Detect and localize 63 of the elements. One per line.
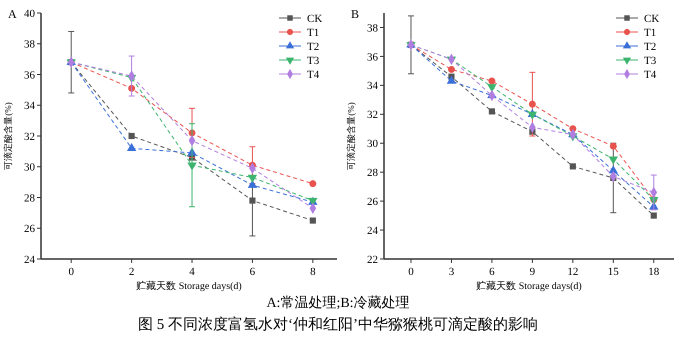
point — [126, 142, 136, 152]
y-tick-label: 30 — [367, 138, 378, 150]
legend-label: T2 — [644, 40, 656, 53]
point — [650, 212, 657, 219]
point — [528, 112, 538, 120]
legend-label: T4 — [644, 68, 657, 81]
legend-label: T1 — [644, 26, 656, 39]
point — [488, 78, 496, 84]
y-tick-label: 24 — [367, 224, 378, 237]
y-tick-label: 32 — [24, 130, 35, 143]
point — [249, 197, 256, 204]
point — [309, 180, 316, 188]
y-tick-label: 40 — [24, 8, 36, 20]
y-tick-label: 36 — [24, 69, 36, 82]
legend-label: T1 — [307, 26, 320, 39]
y-tick-label: 28 — [367, 167, 378, 180]
point — [487, 84, 497, 92]
point — [448, 66, 455, 73]
chart-title: A — [8, 7, 17, 21]
x-tick-label: 4 — [189, 266, 196, 278]
x-tick-label: 15 — [608, 266, 620, 278]
y-tick-label: 26 — [24, 223, 36, 236]
y-tick-label: 38 — [24, 38, 36, 51]
x-tick-label: 12 — [567, 266, 578, 278]
x-tick-label: 9 — [530, 266, 536, 278]
legend-label: T2 — [307, 40, 320, 53]
legend-label: CK — [307, 12, 322, 25]
x-tick-label: 2 — [128, 266, 134, 278]
y-tick-label: 32 — [367, 109, 378, 122]
y-tick-label: 36 — [367, 51, 378, 64]
legend-label: T3 — [307, 54, 320, 67]
legend-label: T4 — [307, 68, 320, 81]
point — [488, 108, 495, 114]
x-tick-label: 0 — [68, 266, 74, 278]
legend-label: T3 — [644, 54, 657, 67]
y-axis-title: 可滴定酸含量(%) — [3, 102, 13, 170]
y-tick-label: 34 — [24, 100, 36, 112]
y-tick-label: 26 — [367, 196, 378, 208]
y-tick-label: 30 — [24, 162, 36, 174]
y-tick-label: 24 — [24, 254, 36, 266]
x-tick-label: 0 — [408, 266, 414, 278]
x-tick-label: 8 — [310, 266, 316, 278]
point — [608, 156, 618, 165]
y-tick-label: 38 — [367, 22, 378, 34]
x-tick-label: 6 — [489, 266, 496, 278]
y-tick-label: 28 — [24, 192, 36, 204]
point — [528, 100, 536, 108]
chart-title: B — [351, 7, 360, 21]
y-tick-label: 34 — [367, 80, 378, 92]
point — [446, 76, 456, 84]
y-tick-label: 22 — [367, 254, 378, 266]
x-tick-label: 3 — [448, 266, 455, 278]
point — [570, 163, 576, 170]
y-axis-title: 可滴定酸含量(%) — [346, 102, 356, 170]
point — [310, 217, 316, 224]
x-axis-title: 贮藏天数 Storage days(d) — [136, 280, 242, 292]
point — [128, 132, 135, 140]
x-tick-label: 6 — [250, 266, 256, 278]
legend-label: CK — [644, 12, 660, 25]
caption: 图 5 不同浓度富氢水对‘仲和红阳’中华猕猴桃可滴定酸的影响 — [138, 316, 538, 333]
x-axis-title: 贮藏天数 Storage days(d) — [476, 280, 582, 292]
x-tick-label: 18 — [648, 266, 660, 278]
text: A:常温处理;B:冷藏处理 — [266, 295, 410, 311]
